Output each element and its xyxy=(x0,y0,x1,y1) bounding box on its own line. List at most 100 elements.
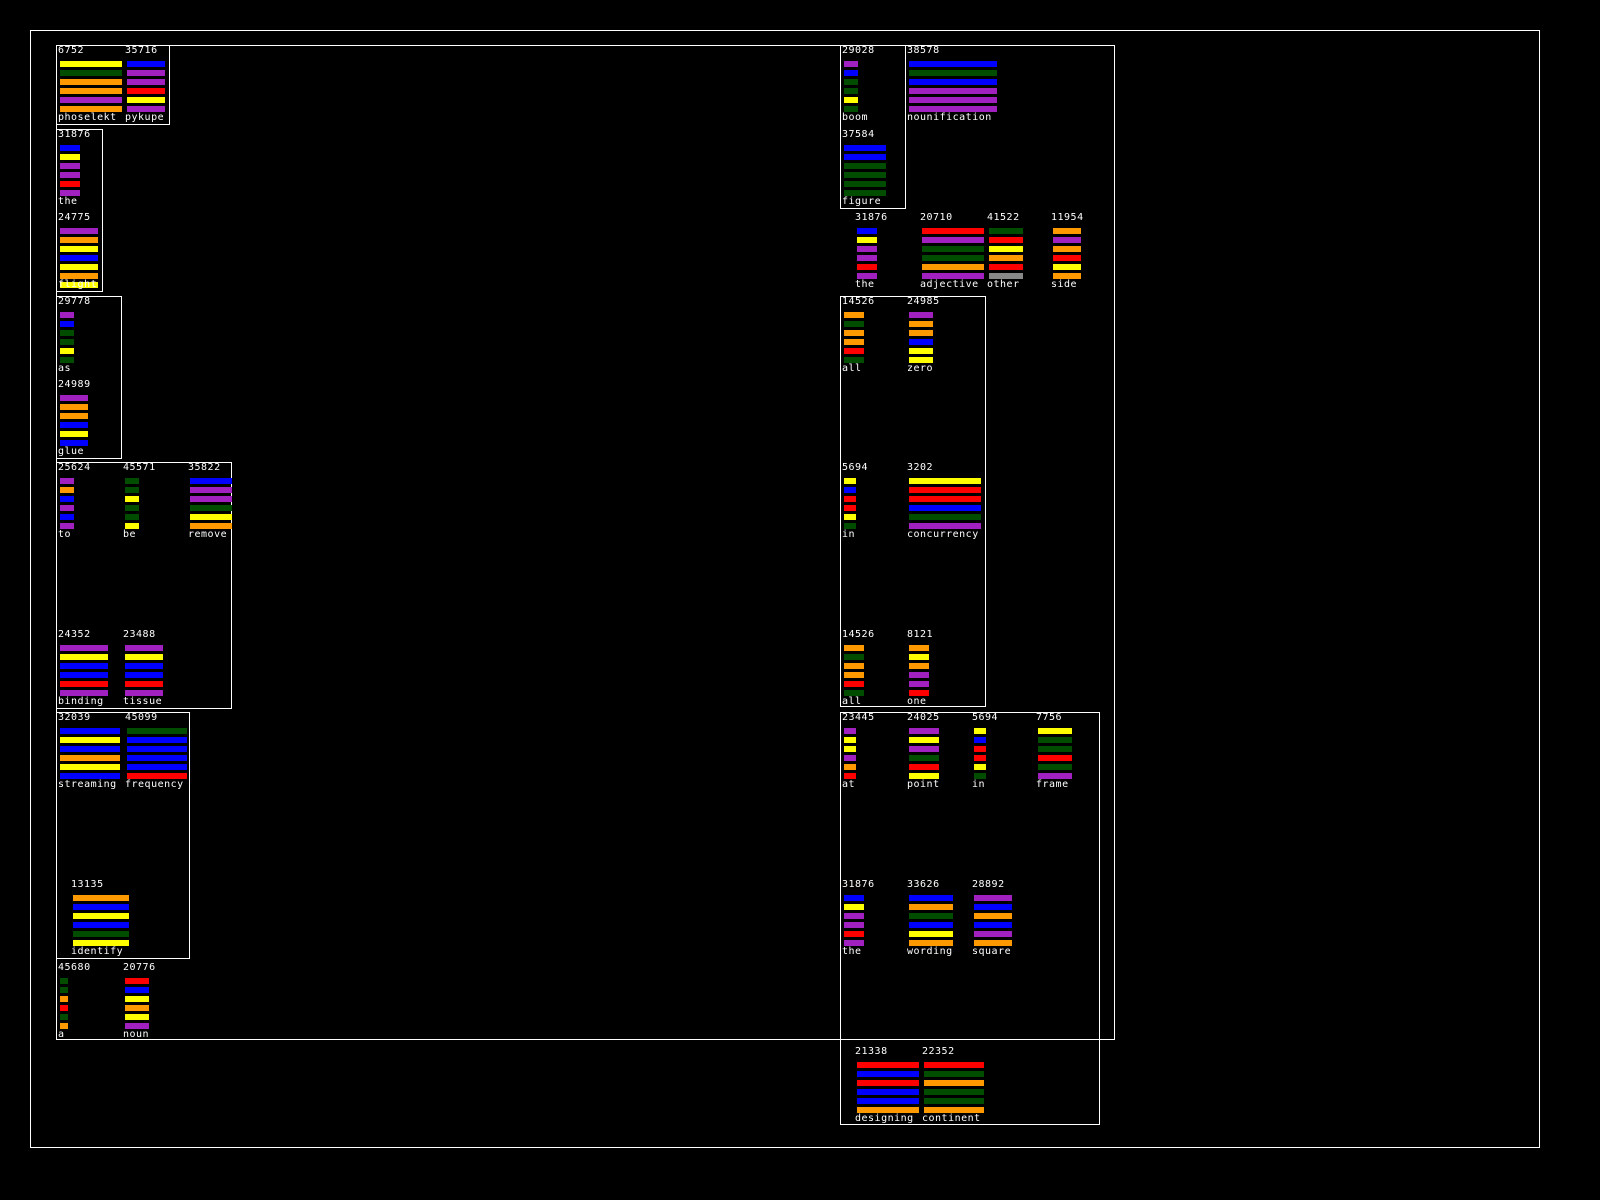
color-bar xyxy=(125,681,163,687)
color-bar xyxy=(844,922,864,928)
outer-frame xyxy=(30,30,1540,1148)
color-bar xyxy=(60,440,88,446)
word-count: 45680 xyxy=(58,962,91,973)
color-bar xyxy=(190,487,232,493)
word-count: 14526 xyxy=(842,296,875,307)
color-bar xyxy=(924,1071,984,1077)
word-count: 29028 xyxy=(842,45,875,56)
color-bar xyxy=(857,264,877,270)
color-bar xyxy=(1038,728,1072,734)
color-bar xyxy=(60,404,88,410)
color-bar xyxy=(190,505,232,511)
word-count: 24025 xyxy=(907,712,940,723)
color-bar xyxy=(909,755,939,761)
color-bar xyxy=(922,246,984,252)
color-bar xyxy=(844,931,864,937)
color-bar xyxy=(190,496,232,502)
color-bar xyxy=(844,913,864,919)
color-bar xyxy=(1053,237,1081,243)
color-bar xyxy=(60,690,108,696)
word-label: all xyxy=(842,363,862,374)
word-count: 37584 xyxy=(842,129,875,140)
color-bar xyxy=(909,88,997,94)
color-bar xyxy=(1038,755,1072,761)
word-label: figure xyxy=(842,196,882,207)
color-bar xyxy=(60,987,68,993)
color-bar xyxy=(60,172,80,178)
color-bar xyxy=(125,645,163,651)
color-bar xyxy=(857,246,877,252)
color-bar xyxy=(125,672,163,678)
group-box xyxy=(840,45,906,209)
group-box xyxy=(840,296,986,707)
color-bar xyxy=(60,514,74,520)
color-bar xyxy=(60,163,80,169)
word-label: nounification xyxy=(907,112,992,123)
color-bar xyxy=(909,913,953,919)
color-bar xyxy=(909,61,997,67)
color-bar xyxy=(844,357,864,363)
color-bar xyxy=(909,505,981,511)
word-label: phoselekt xyxy=(58,112,117,123)
color-bar xyxy=(989,273,1023,279)
word-count: 24985 xyxy=(907,296,940,307)
color-bar xyxy=(127,764,187,770)
color-bar xyxy=(60,357,74,363)
word-count: 35822 xyxy=(188,462,221,473)
color-bar xyxy=(989,246,1023,252)
color-bar xyxy=(60,728,120,734)
color-bar xyxy=(909,79,997,85)
word-label: frame xyxy=(1036,779,1069,790)
color-bar xyxy=(60,523,74,529)
word-label: pykupe xyxy=(125,112,165,123)
color-bar xyxy=(909,330,933,336)
color-bar xyxy=(857,273,877,279)
word-label: square xyxy=(972,946,1012,957)
color-bar xyxy=(922,264,984,270)
color-bar xyxy=(127,79,165,85)
color-bar xyxy=(60,312,74,318)
color-bar xyxy=(844,654,864,660)
color-bar xyxy=(844,690,864,696)
color-bar xyxy=(922,255,984,261)
color-bar xyxy=(125,654,163,660)
color-bar xyxy=(909,940,953,946)
word-label: the xyxy=(842,946,862,957)
word-label: all xyxy=(842,696,862,707)
color-bar xyxy=(857,1107,919,1113)
color-bar xyxy=(60,663,108,669)
color-bar xyxy=(60,505,74,511)
color-bar xyxy=(60,431,88,437)
color-bar xyxy=(909,496,981,502)
color-bar xyxy=(844,764,856,770)
color-bar xyxy=(60,70,122,76)
word-label: noun xyxy=(123,1029,150,1040)
word-label: designing xyxy=(855,1113,914,1124)
color-bar xyxy=(73,931,129,937)
word-count: 31876 xyxy=(58,129,91,140)
color-bar xyxy=(60,330,74,336)
word-count: 7756 xyxy=(1036,712,1063,723)
color-bar xyxy=(60,413,88,419)
color-bar xyxy=(127,737,187,743)
word-count: 32039 xyxy=(58,712,91,723)
word-label: zero xyxy=(907,363,934,374)
word-count: 28892 xyxy=(972,879,1005,890)
word-label: as xyxy=(58,363,72,374)
color-bar xyxy=(127,755,187,761)
color-bar xyxy=(857,237,877,243)
color-bar xyxy=(844,940,864,946)
color-bar xyxy=(844,746,856,752)
color-bar xyxy=(60,79,122,85)
color-bar xyxy=(73,904,129,910)
color-bar xyxy=(1038,737,1072,743)
word-count: 31876 xyxy=(842,879,875,890)
color-bar xyxy=(924,1098,984,1104)
color-bar xyxy=(909,514,981,520)
color-bar xyxy=(974,737,986,743)
word-label: binding xyxy=(58,696,104,707)
color-bar xyxy=(974,746,986,752)
color-bar xyxy=(125,523,139,529)
word-label: streaming xyxy=(58,779,117,790)
word-label: identify xyxy=(71,946,124,957)
